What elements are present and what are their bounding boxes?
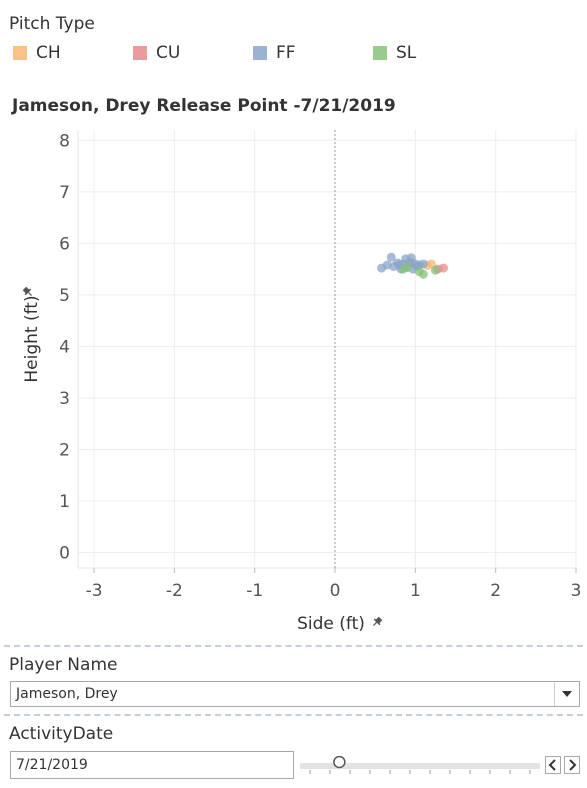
point-sl[interactable] <box>430 265 440 275</box>
y-tick-label: 2 <box>59 440 70 460</box>
divider-bottom <box>4 714 583 716</box>
x-tick-label: 3 <box>571 581 582 601</box>
legend-swatch-cu <box>133 46 147 60</box>
point-sl[interactable] <box>402 263 412 273</box>
y-axis-label: Height (ft) <box>22 295 42 382</box>
chart-title: Jameson, Drey Release Point -7/21/2019 <box>12 96 396 116</box>
legend-item-ch[interactable]: CH <box>13 42 61 64</box>
activity-date-input[interactable]: 7/21/2019 <box>10 751 294 779</box>
slider-ticks <box>309 770 531 774</box>
legend-title: Pitch Type <box>9 14 95 34</box>
legend-label-sl: SL <box>396 43 417 63</box>
legend-label-cu: CU <box>156 43 181 63</box>
y-tick-label: 3 <box>59 389 70 409</box>
y-axis-pin-icon[interactable] <box>22 286 35 299</box>
legend-label-ff: FF <box>276 43 296 63</box>
y-tick-label: 5 <box>59 286 70 306</box>
activity-date-slider[interactable] <box>300 756 540 776</box>
next-date-button[interactable] <box>564 756 580 774</box>
y-tick-label: 4 <box>59 337 70 357</box>
chevron-left-icon <box>548 759 556 771</box>
chevron-down-icon[interactable] <box>554 682 579 706</box>
x-axis-label: Side (ft) <box>297 614 365 634</box>
y-tick-label: 0 <box>59 544 70 564</box>
previous-date-button[interactable] <box>545 756 561 774</box>
legend-label-ch: CH <box>36 43 61 63</box>
legend-swatch-ch <box>13 46 27 60</box>
x-tick-label: 2 <box>490 581 501 601</box>
x-tick-label: -3 <box>86 581 103 601</box>
y-tick-label: 7 <box>59 183 70 203</box>
divider-top <box>4 645 583 647</box>
legend-item-cu[interactable]: CU <box>133 42 180 64</box>
x-axis-pin-icon[interactable] <box>371 616 384 629</box>
y-tick-label: 1 <box>59 492 70 512</box>
activity-date-label: ActivityDate <box>9 724 114 744</box>
point-ff[interactable] <box>418 259 428 269</box>
slider-thumb[interactable] <box>333 756 346 769</box>
legend-item-ff[interactable]: FF <box>253 42 296 64</box>
player-name-dropdown[interactable]: Jameson, Drey <box>10 681 580 707</box>
legend-item-sl[interactable]: SL <box>373 42 416 64</box>
y-tick-label: 8 <box>59 131 70 151</box>
player-name-value: Jameson, Drey <box>16 686 118 702</box>
x-tick-label: 1 <box>410 581 421 601</box>
point-sl[interactable] <box>418 269 428 279</box>
x-tick-label: 0 <box>330 581 341 601</box>
x-tick-label: -2 <box>166 581 183 601</box>
player-name-label: Player Name <box>9 655 118 675</box>
legend-swatch-ff <box>253 46 267 60</box>
x-tick-label: -1 <box>246 581 263 601</box>
legend-swatch-sl <box>373 46 387 60</box>
point-ff[interactable] <box>386 252 396 262</box>
chevron-right-icon <box>569 759 577 771</box>
release-point-scatter-chart[interactable]: -3 -2 -1 0 1 2 3 0 1 2 3 4 5 6 7 8 Side (ft) Height (ft… <box>0 125 587 640</box>
y-tick-label: 6 <box>59 234 70 254</box>
